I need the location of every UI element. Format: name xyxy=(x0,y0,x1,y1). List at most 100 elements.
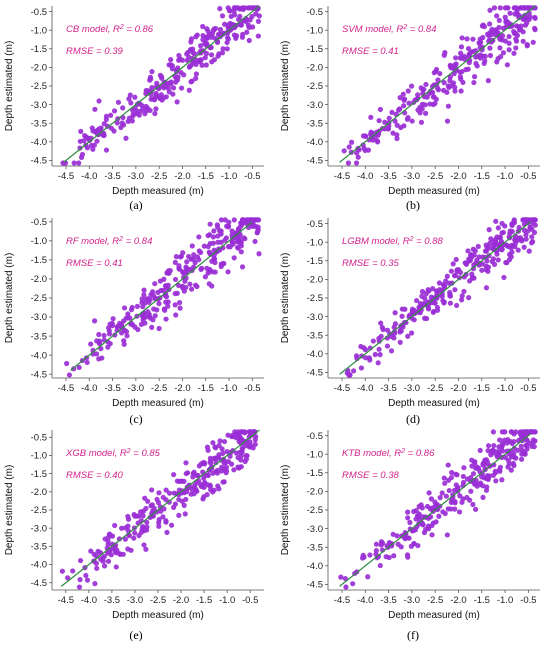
data-point xyxy=(254,229,261,235)
data-point xyxy=(491,5,498,11)
data-point xyxy=(413,508,419,514)
data-point xyxy=(246,37,252,44)
y-tick-label: -1.5 xyxy=(307,44,323,55)
data-point xyxy=(84,359,90,366)
data-point xyxy=(523,236,529,242)
data-point xyxy=(156,490,162,496)
data-point xyxy=(501,241,507,248)
data-point xyxy=(512,11,518,17)
data-point xyxy=(203,50,210,57)
data-point xyxy=(487,245,493,251)
data-point xyxy=(218,228,224,234)
data-point xyxy=(388,333,394,339)
x-tick-label: -0.5 xyxy=(520,383,536,394)
data-point xyxy=(409,118,415,124)
data-point xyxy=(231,255,237,261)
data-point xyxy=(198,43,204,49)
x-tick-label: -2.5 xyxy=(427,171,443,182)
data-point xyxy=(363,355,369,361)
data-point xyxy=(449,280,455,286)
x-tick-label: -4.0 xyxy=(81,171,97,182)
y-tick-label: -2.5 xyxy=(31,81,47,92)
data-point xyxy=(421,529,428,536)
scatter-plot: -4.5 -4.0 -3.5 -3.0 -2.5 -2.0 -1.5 -1.0 -0.5 -4.5… xyxy=(4,429,264,620)
data-point xyxy=(481,23,488,30)
data-point xyxy=(211,26,217,32)
rmse-annotation: RMSE = 0.35 xyxy=(342,258,399,269)
data-point xyxy=(509,249,515,255)
data-point xyxy=(460,79,466,86)
data-point xyxy=(176,57,182,63)
data-point xyxy=(504,5,510,11)
data-point xyxy=(123,329,130,335)
data-point xyxy=(175,65,181,71)
data-point xyxy=(409,83,415,89)
data-point xyxy=(426,288,432,294)
data-point xyxy=(365,574,371,580)
data-point xyxy=(132,94,138,100)
data-point xyxy=(450,261,456,267)
data-point xyxy=(178,85,185,91)
rmse-annotation: RMSE = 0.39 xyxy=(66,46,123,57)
y-tick-label: -2.0 xyxy=(307,63,323,74)
data-point xyxy=(235,16,242,23)
data-point xyxy=(104,123,111,129)
data-point xyxy=(66,372,73,378)
x-tick-label: -1.0 xyxy=(221,383,237,394)
data-point xyxy=(186,54,192,60)
data-point xyxy=(209,258,215,264)
data-point xyxy=(107,321,113,327)
data-point xyxy=(465,45,472,52)
data-point xyxy=(224,35,231,41)
data-point xyxy=(238,223,244,229)
scatter-points xyxy=(341,5,538,166)
data-point xyxy=(487,45,493,51)
data-point xyxy=(474,53,481,59)
data-point xyxy=(146,311,152,318)
data-point xyxy=(246,24,252,30)
data-point xyxy=(487,52,494,59)
x-axis-label: Depth measured (m) xyxy=(388,398,480,408)
data-point xyxy=(255,18,262,24)
data-point xyxy=(76,364,82,371)
data-point xyxy=(506,33,512,40)
data-point xyxy=(215,455,221,461)
data-point xyxy=(376,338,382,344)
data-point xyxy=(504,62,510,68)
data-point xyxy=(468,475,474,481)
data-point xyxy=(224,449,230,455)
data-point xyxy=(235,464,241,470)
data-point xyxy=(480,494,486,500)
data-point xyxy=(368,129,374,135)
data-point xyxy=(140,314,147,320)
data-point xyxy=(76,584,83,590)
x-tick-label: -3.5 xyxy=(104,383,120,394)
data-point xyxy=(511,50,517,56)
x-tick-label: -2.5 xyxy=(151,171,167,182)
data-point xyxy=(156,523,162,529)
data-point xyxy=(486,227,492,233)
data-point xyxy=(177,254,184,260)
data-point xyxy=(217,6,223,12)
r2-superscript: 2 xyxy=(400,448,405,455)
r2-value: = 0.88 xyxy=(413,236,443,247)
model-annotation: KTB model, R2 = 0.86 xyxy=(342,448,435,460)
data-point xyxy=(518,23,524,29)
data-point xyxy=(516,27,523,33)
x-tick-label: -3.0 xyxy=(404,171,420,182)
data-point xyxy=(524,437,530,443)
data-point xyxy=(346,144,352,150)
y-tick-label: -1.5 xyxy=(31,44,47,55)
data-point xyxy=(529,240,535,246)
data-point xyxy=(92,581,98,587)
data-point xyxy=(483,475,489,481)
data-point xyxy=(141,292,147,298)
x-tick-label: -3.0 xyxy=(128,171,144,182)
data-point xyxy=(134,303,141,309)
data-point xyxy=(106,549,112,555)
x-tick-label: -2.0 xyxy=(173,595,189,606)
data-point xyxy=(500,25,507,31)
data-point xyxy=(429,532,435,538)
x-tick-label: -1.5 xyxy=(474,383,490,394)
x-tick-label: -4.0 xyxy=(357,383,373,394)
